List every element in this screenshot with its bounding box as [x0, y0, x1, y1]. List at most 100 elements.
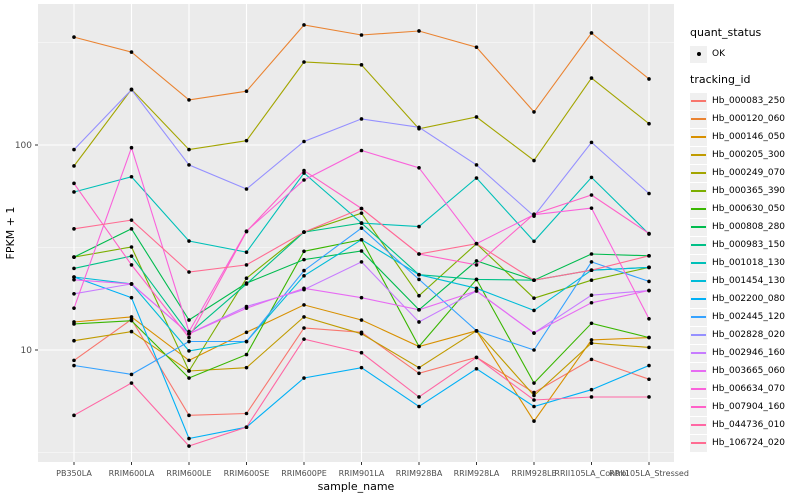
legend-item-Hb_002828_020: Hb_002828_020 [690, 326, 800, 344]
legend-key-swatch [690, 182, 707, 200]
data-point [532, 331, 536, 335]
data-point [302, 249, 306, 254]
data-point [244, 339, 249, 344]
data-point [532, 390, 536, 395]
legend-item-label: Hb_000808_280 [712, 222, 786, 232]
data-point [302, 230, 306, 234]
data-point [417, 224, 421, 229]
data-point [589, 193, 594, 197]
data-point [474, 289, 479, 293]
legend-key-swatch [690, 164, 707, 182]
legend-key-swatch [690, 326, 707, 344]
data-point [244, 425, 249, 430]
legend-key-swatch [690, 434, 707, 452]
data-point [302, 326, 306, 330]
data-point [474, 115, 479, 119]
data-point [474, 263, 479, 267]
data-point [417, 125, 421, 130]
data-point [129, 315, 134, 319]
legend-key-swatch [690, 290, 707, 308]
data-point [72, 164, 76, 168]
data-point [589, 387, 594, 392]
data-point [244, 250, 249, 254]
x-tick-label: PB350LA [56, 469, 92, 478]
x-tick-label: RRIM928LE [511, 469, 556, 478]
data-point [72, 338, 76, 343]
x-tick-label: RRIM901LA [339, 469, 385, 478]
legend-item-Hb_000205_300: Hb_000205_300 [690, 146, 800, 164]
data-point [359, 260, 364, 264]
data-point [474, 241, 479, 246]
y-tick-label: 10 [21, 346, 33, 356]
data-point [187, 163, 191, 167]
legend-item-Hb_000249_070: Hb_000249_070 [690, 164, 800, 182]
legend: quant_status OK tracking_id Hb_000083_25… [690, 26, 800, 452]
data-point [302, 178, 306, 182]
data-point [532, 278, 536, 283]
data-point [647, 265, 651, 270]
legend-key-swatch [690, 92, 707, 110]
data-point [359, 365, 364, 370]
data-point [417, 404, 421, 409]
data-point [417, 371, 421, 376]
legend-line-icon [691, 388, 706, 390]
data-point [129, 145, 134, 150]
data-point [417, 272, 421, 277]
data-point [302, 274, 306, 278]
legend-key-swatch [690, 254, 707, 272]
legend-line-icon [691, 100, 706, 102]
data-point [302, 286, 306, 291]
data-point [589, 338, 594, 342]
point-marker-icon [696, 52, 701, 56]
legend-line-icon [691, 226, 706, 228]
data-point [474, 286, 479, 291]
data-point [129, 329, 134, 334]
data-point [647, 288, 651, 293]
data-point [187, 369, 191, 373]
data-point [359, 117, 364, 121]
data-point [647, 335, 651, 340]
legend-line-icon [691, 316, 706, 318]
data-point [359, 63, 364, 67]
legend-key-swatch [690, 344, 707, 362]
data-point [417, 344, 421, 349]
data-point [589, 321, 594, 326]
legend-item-label: Hb_000983_150 [712, 240, 786, 250]
data-point [474, 45, 479, 49]
x-tick-label: RRIM928BA [396, 469, 443, 478]
legend-key-ok [690, 45, 707, 63]
data-point [72, 147, 76, 152]
data-point [244, 187, 249, 191]
legend-item-Hb_000983_150: Hb_000983_150 [690, 236, 800, 254]
legend-item-label: Hb_007904_160 [712, 402, 786, 412]
legend-key-swatch [690, 236, 707, 254]
data-point [244, 306, 249, 310]
legend-item-Hb_000630_050: Hb_000630_050 [690, 200, 800, 218]
data-point [532, 348, 536, 352]
legend-line-icon [691, 172, 706, 174]
data-point [302, 337, 306, 341]
data-point [647, 191, 651, 196]
data-point [302, 257, 306, 262]
data-point [474, 259, 479, 263]
data-point [72, 322, 76, 326]
x-tick-label: RRIM928LA [454, 469, 500, 478]
data-point [647, 395, 651, 399]
data-point [589, 357, 594, 362]
data-point [417, 395, 421, 399]
data-point [187, 270, 191, 274]
data-point [129, 254, 134, 258]
data-point [187, 376, 191, 380]
data-point [72, 275, 76, 279]
data-point [72, 278, 76, 282]
data-point [474, 163, 479, 167]
data-point [244, 138, 249, 143]
legend-key-swatch [690, 110, 707, 128]
legend-item-label: Hb_000630_050 [712, 204, 786, 214]
data-point [302, 268, 306, 273]
legend-title-tracking-id: tracking_id [690, 73, 751, 86]
data-point [359, 318, 364, 322]
data-point [72, 306, 76, 310]
data-point [589, 206, 594, 210]
